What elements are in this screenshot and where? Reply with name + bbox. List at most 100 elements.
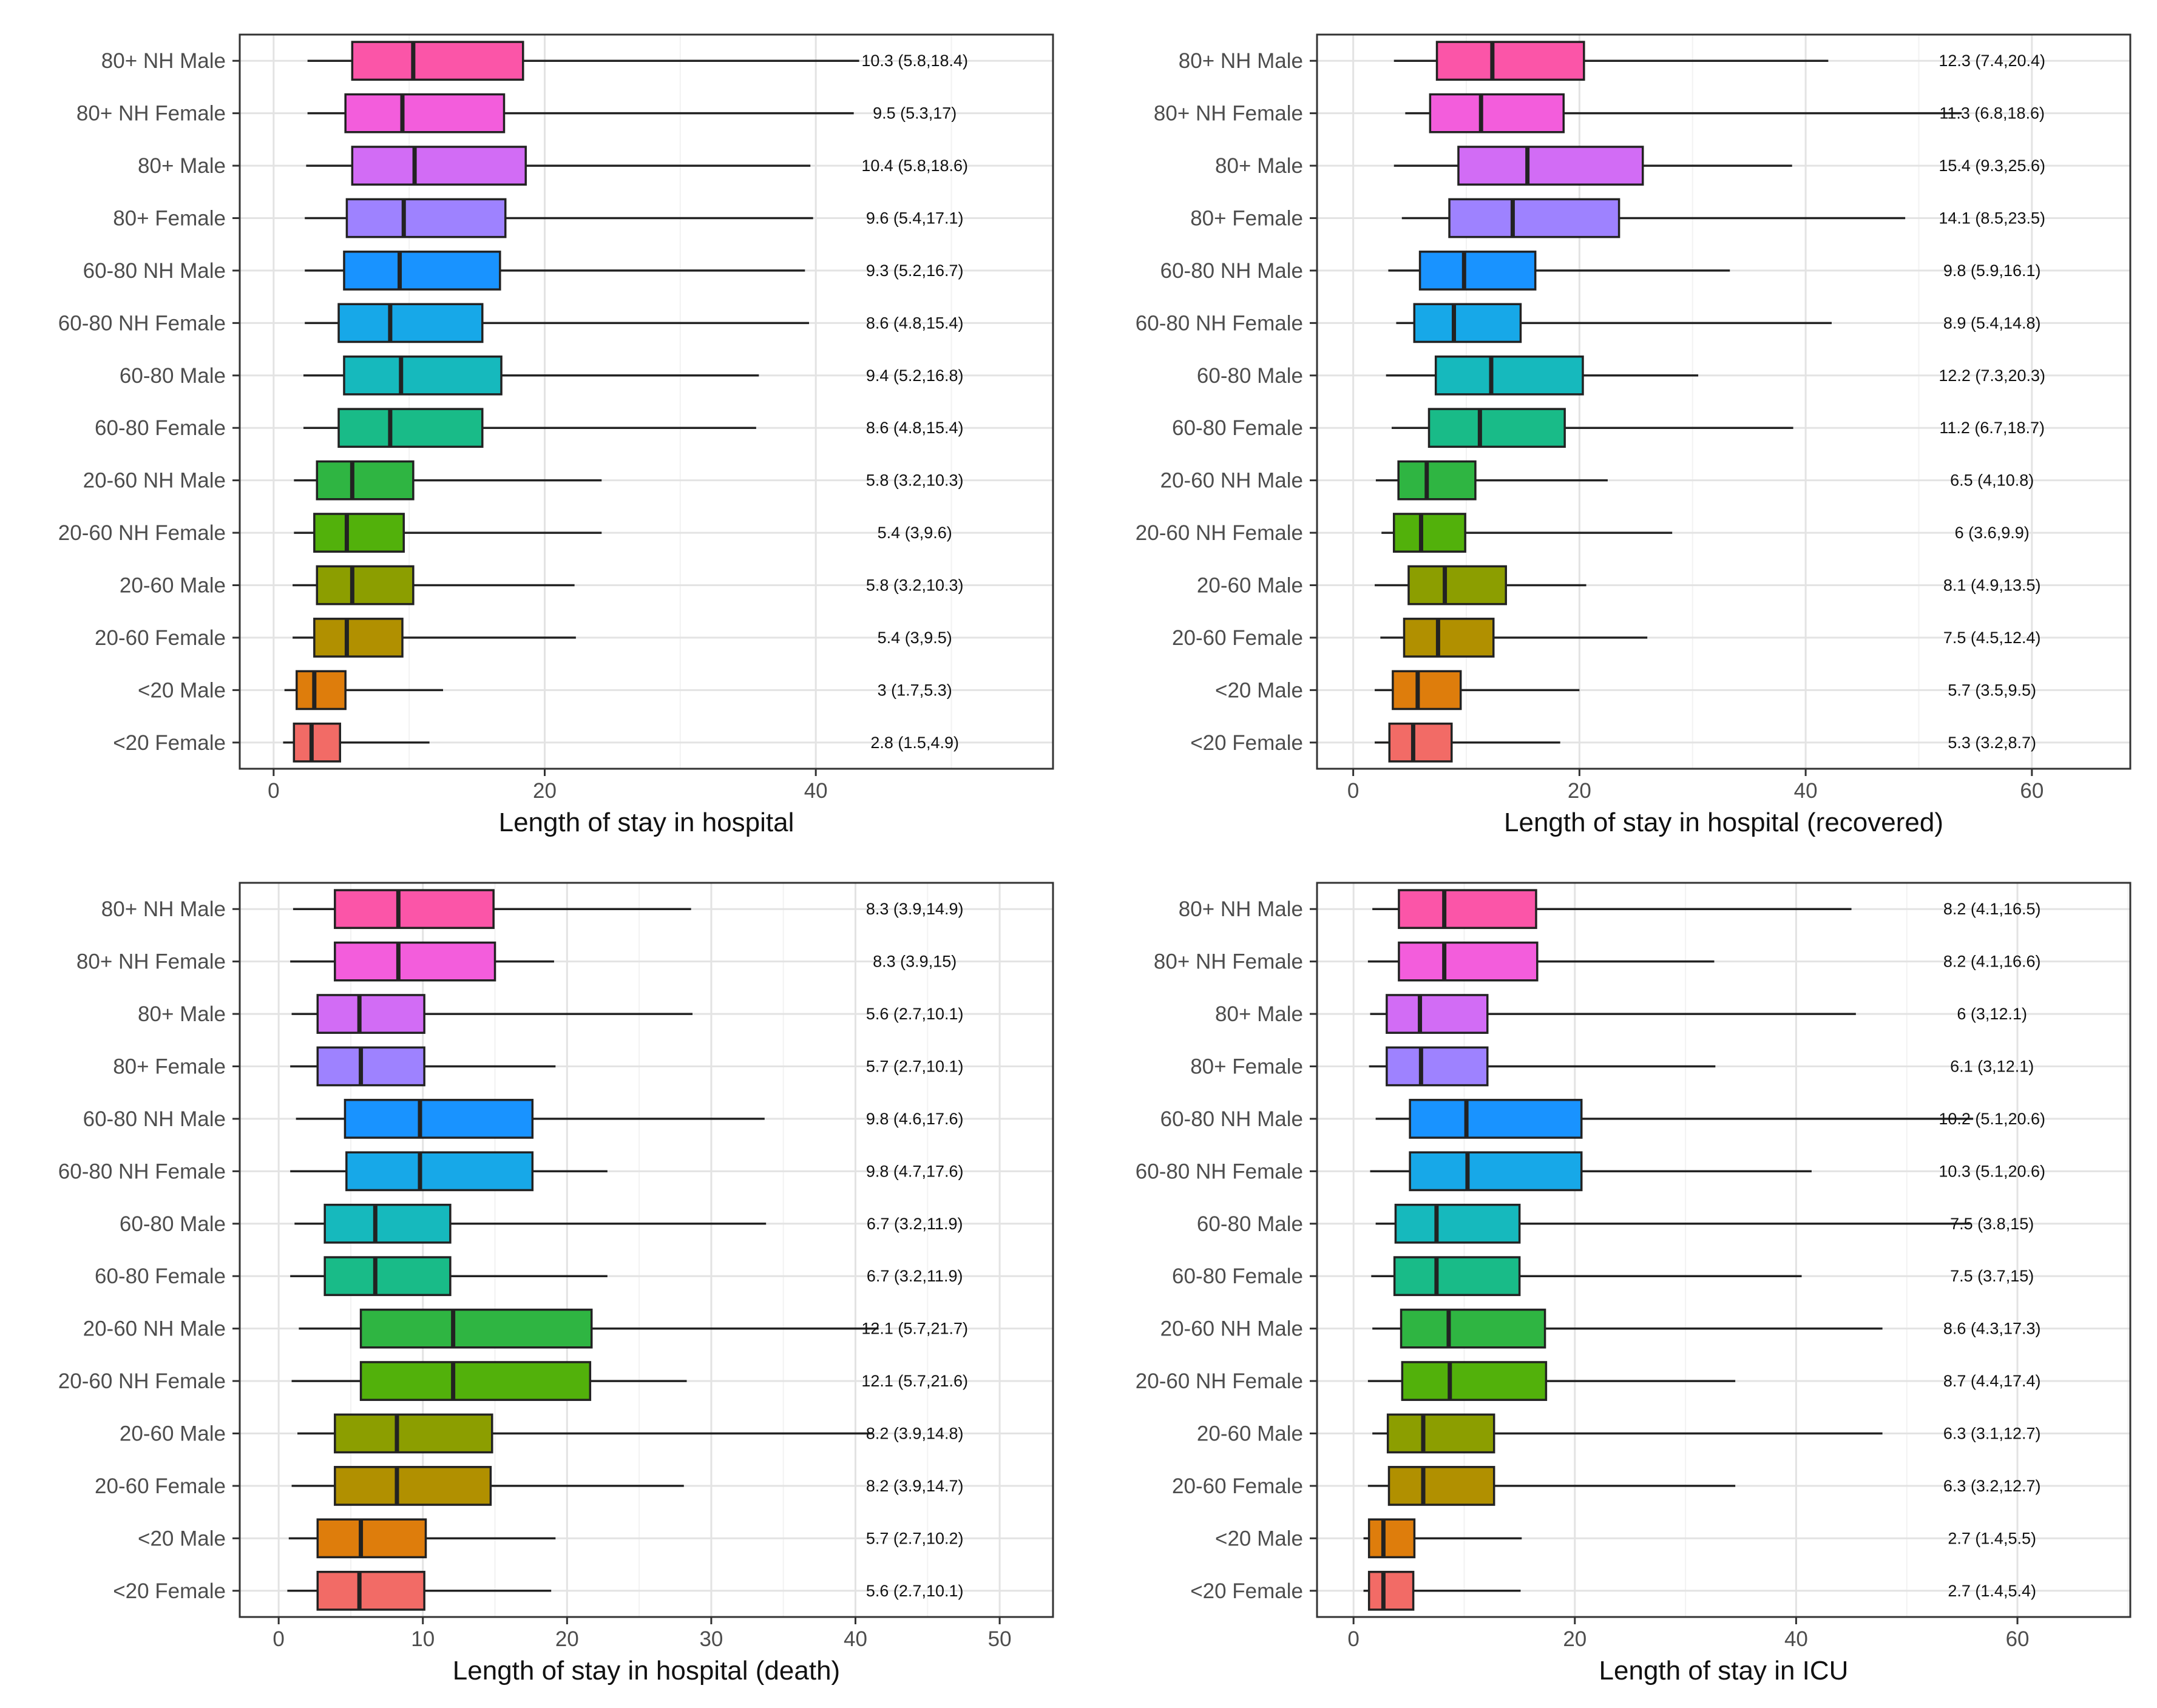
data-label-80plus-nh-female: 11.3 (6.8,18.6) <box>1939 104 2045 123</box>
category-label-under-20-male: <20 Male <box>138 678 226 702</box>
box-20-60-nh-male <box>359 1308 593 1349</box>
x-tick-label: 40 <box>804 779 828 803</box>
x-tick-label: 0 <box>268 779 279 803</box>
category-label-60-80-nh-female: 60-80 NH Female <box>58 311 226 335</box>
category-label-60-80-nh-male: 60-80 NH Male <box>83 259 226 283</box>
box-20-60-male <box>334 1413 493 1454</box>
x-tick-label: 0 <box>1347 779 1359 803</box>
category-label-20-60-nh-female: 20-60 NH Female <box>58 1369 226 1393</box>
panel-background <box>1317 35 2130 769</box>
category-label-20-60-male: 20-60 Male <box>120 574 226 598</box>
category-label-60-80-nh-female: 60-80 NH Female <box>1136 311 1303 335</box>
x-tick-label: 20 <box>555 1627 579 1651</box>
data-label-under-20-male: 5.7 (3.5,9.5) <box>1948 681 2036 699</box>
data-label-80plus-male: 6 (3,12.1) <box>1957 1005 2027 1023</box>
box-under-20-male <box>316 1518 427 1559</box>
category-label-20-60-nh-female: 20-60 NH Female <box>58 521 226 545</box>
panel-hospital-stay-death: 8.3 (3.9,14.9) 80+ NH Male 8.3 (3.9,15) 80+… <box>58 882 1054 1686</box>
box-80plus-nh-female <box>334 941 496 982</box>
x-axis-title: Length of stay in hospital (death) <box>453 1656 840 1686</box>
box-80plus-nh-male <box>334 889 495 930</box>
data-label-20-60-nh-male: 6.5 (4,10.8) <box>1950 471 2034 490</box>
data-label-under-20-female: 2.7 (1.4,5.4) <box>1948 1582 2036 1600</box>
x-tick-label: 40 <box>1794 779 1818 803</box>
data-label-80plus-nh-male: 10.3 (5.8,18.4) <box>861 52 968 70</box>
category-label-20-60-female: 20-60 Female <box>1172 1474 1303 1498</box>
panel-hospital-stay-recovered: 12.3 (7.4,20.4) 80+ NH Male 11.3 (6.8,18.6… <box>1136 33 2132 837</box>
category-label-20-60-nh-female: 20-60 NH Female <box>1136 521 1303 545</box>
data-label-under-20-female: 5.3 (3.2,8.7) <box>1948 734 2036 752</box>
data-label-20-60-male: 6.3 (3.1,12.7) <box>1943 1425 2041 1443</box>
box-80plus-male <box>316 994 425 1034</box>
data-label-60-80-male: 12.2 (7.3,20.3) <box>1939 366 2045 385</box>
data-label-20-60-male: 8.1 (4.9,13.5) <box>1943 576 2041 595</box>
box-80plus-male <box>1457 146 1644 186</box>
box-80plus-female <box>1448 198 1620 238</box>
box-60-80-nh-male <box>344 1099 534 1139</box>
category-label-80plus-nh-female: 80+ NH Female <box>76 102 226 126</box>
panel-background <box>1317 883 2130 1617</box>
x-tick-label: 0 <box>1347 1627 1359 1651</box>
box-80plus-nh-male <box>351 41 524 81</box>
category-label-80plus-female: 80+ Female <box>1190 1055 1303 1079</box>
x-axis-title: Length of stay in hospital <box>499 808 794 837</box>
data-label-20-60-male: 8.2 (3.9,14.8) <box>866 1425 964 1443</box>
box-60-80-nh-male <box>1418 251 1537 291</box>
box-80plus-nh-male <box>1435 41 1585 81</box>
category-label-80plus-nh-male: 80+ NH Male <box>101 49 226 73</box>
category-label-under-20-male: <20 Male <box>1215 1527 1303 1550</box>
x-tick-label: 20 <box>533 779 557 803</box>
category-label-20-60-female: 20-60 Female <box>1172 626 1303 650</box>
box-60-80-female <box>323 1256 452 1297</box>
box-80plus-female <box>1386 1046 1489 1087</box>
category-label-60-80-male: 60-80 Male <box>1197 364 1303 388</box>
box-20-60-female <box>1387 1466 1495 1506</box>
data-label-60-80-nh-male: 9.8 (4.6,17.6) <box>866 1110 964 1128</box>
box-60-80-nh-female <box>1409 1151 1583 1192</box>
data-label-80plus-male: 10.4 (5.8,18.6) <box>861 157 968 175</box>
data-label-60-80-male: 9.4 (5.2,16.8) <box>866 366 964 385</box>
data-label-60-80-female: 6.7 (3.2,11.9) <box>867 1267 963 1285</box>
box-under-20-male <box>1392 670 1462 711</box>
data-label-60-80-nh-male: 9.3 (5.2,16.7) <box>866 262 964 280</box>
category-label-80plus-nh-female: 80+ NH Female <box>1154 950 1303 974</box>
data-label-60-80-nh-female: 8.6 (4.8,15.4) <box>866 314 964 332</box>
data-label-60-80-nh-male: 10.2 (5.1,20.6) <box>1939 1110 2045 1128</box>
data-label-80plus-nh-male: 12.3 (7.4,20.4) <box>1939 52 2045 70</box>
data-label-60-80-female: 8.6 (4.8,15.4) <box>866 419 964 437</box>
category-label-80plus-nh-male: 80+ NH Male <box>1179 897 1303 921</box>
category-label-80plus-male: 80+ Male <box>1215 1002 1303 1026</box>
category-label-under-20-male: <20 Male <box>138 1527 226 1550</box>
category-label-20-60-nh-male: 20-60 NH Male <box>83 469 226 493</box>
x-tick-label: 30 <box>699 1627 723 1651</box>
panel-border <box>239 33 1054 770</box>
box-20-60-nh-male <box>1400 1308 1546 1349</box>
category-label-under-20-female: <20 Female <box>113 1579 226 1603</box>
category-label-20-60-nh-male: 20-60 NH Male <box>83 1317 226 1341</box>
category-label-60-80-female: 60-80 Female <box>1172 416 1303 440</box>
category-label-80plus-nh-male: 80+ NH Male <box>1179 49 1303 73</box>
data-label-60-80-male: 6.7 (3.2,11.9) <box>867 1215 963 1233</box>
box-60-80-nh-male <box>1409 1099 1583 1139</box>
x-tick-label: 20 <box>1568 779 1591 803</box>
x-axis-title: Length of stay in ICU <box>1599 1656 1849 1686</box>
box-60-80-female <box>1393 1256 1521 1297</box>
category-label-80plus-nh-male: 80+ NH Male <box>101 897 226 921</box>
box-under-20-female <box>1388 722 1453 763</box>
category-label-under-20-male: <20 Male <box>1215 678 1303 702</box>
category-label-60-80-female: 60-80 Female <box>1172 1264 1303 1288</box>
box-under-20-male <box>1367 1518 1416 1559</box>
data-label-under-20-male: 3 (1.7,5.3) <box>878 681 952 699</box>
box-20-60-nh-male <box>316 460 415 501</box>
data-label-under-20-male: 5.7 (2.7,10.2) <box>866 1529 964 1547</box>
category-label-under-20-female: <20 Female <box>1190 731 1303 755</box>
category-label-60-80-nh-female: 60-80 NH Female <box>58 1159 226 1183</box>
x-tick-label: 20 <box>1563 1627 1586 1651</box>
box-20-60-nh-female <box>359 1361 592 1401</box>
panel-icu-stay: 8.2 (4.1,16.5) 80+ NH Male 8.2 (4.1,16.6) 8… <box>1136 882 2132 1686</box>
data-label-under-20-female: 2.8 (1.5,4.9) <box>870 734 959 752</box>
panel-hospital-stay: 10.3 (5.8,18.4) 80+ NH Male 9.5 (5.3,17) 80… <box>58 33 1054 837</box>
category-label-20-60-male: 20-60 Male <box>1197 574 1303 598</box>
box-60-80-male <box>1434 355 1584 396</box>
